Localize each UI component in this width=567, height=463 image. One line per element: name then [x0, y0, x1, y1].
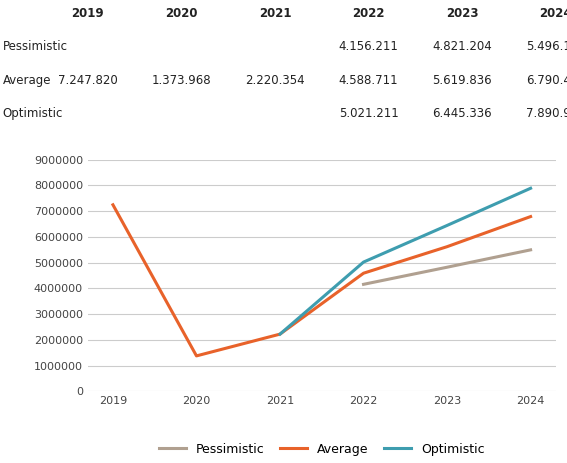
Text: 1.373.968: 1.373.968: [151, 74, 211, 87]
Text: Optimistic: Optimistic: [3, 107, 63, 120]
Legend: Pessimistic, Average, Optimistic: Pessimistic, Average, Optimistic: [154, 438, 490, 461]
Text: 4.821.204: 4.821.204: [432, 40, 492, 53]
Text: 2022: 2022: [352, 7, 385, 20]
Text: 4.588.711: 4.588.711: [338, 74, 399, 87]
Text: 2019: 2019: [71, 7, 104, 20]
Text: 6.445.336: 6.445.336: [432, 107, 492, 120]
Text: 2021: 2021: [259, 7, 291, 20]
Text: 5.021.211: 5.021.211: [338, 107, 399, 120]
Text: 2023: 2023: [446, 7, 479, 20]
Text: 7.247.820: 7.247.820: [58, 74, 118, 87]
Text: 5.496.173: 5.496.173: [526, 40, 567, 53]
Text: 2024: 2024: [539, 7, 567, 20]
Text: 5.619.836: 5.619.836: [432, 74, 492, 87]
Text: 4.156.211: 4.156.211: [338, 40, 399, 53]
Text: Average: Average: [3, 74, 52, 87]
Text: 2.220.354: 2.220.354: [245, 74, 305, 87]
Text: 7.890.950: 7.890.950: [526, 107, 567, 120]
Text: Pessimistic: Pessimistic: [3, 40, 68, 53]
Text: 2020: 2020: [165, 7, 198, 20]
Text: 6.790.450: 6.790.450: [526, 74, 567, 87]
